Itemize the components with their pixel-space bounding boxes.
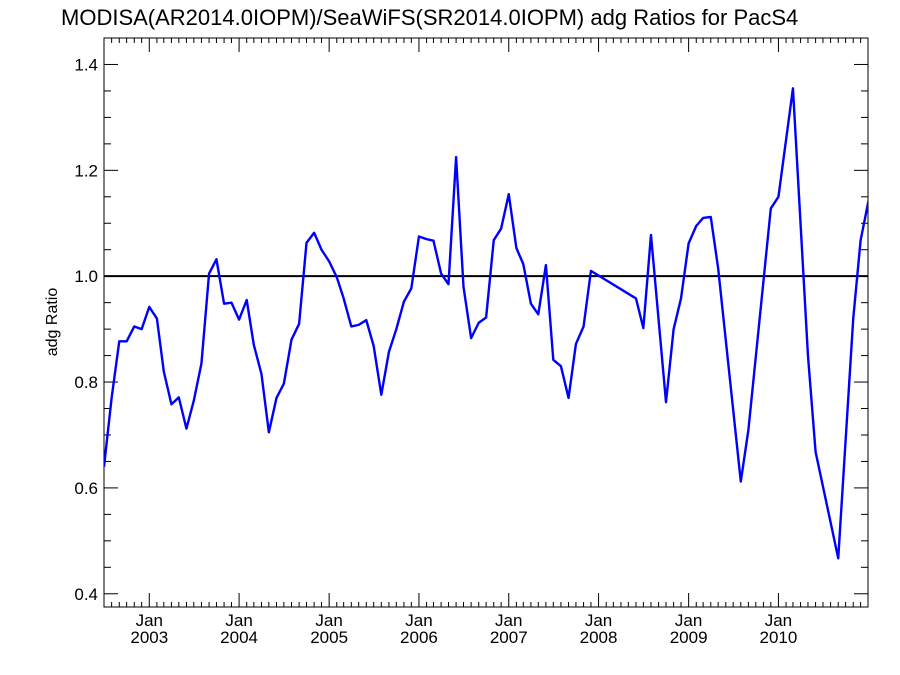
axis-ticks [103, 38, 868, 607]
x-tick-label-month: Jan [585, 611, 612, 630]
x-tick-label-month: Jan [225, 611, 252, 630]
series-line [104, 87, 868, 560]
x-tick-label-month: Jan [136, 611, 163, 630]
x-tick-label-year: 2006 [400, 628, 438, 647]
x-tick-label-year: 2010 [760, 628, 798, 647]
y-tick-label: 0.4 [74, 585, 98, 604]
x-tick-label-month: Jan [405, 611, 432, 630]
series-group [104, 87, 868, 560]
x-tick-label-month: Jan [315, 611, 342, 630]
x-tick-label-month: Jan [495, 611, 522, 630]
y-tick-label: 1.4 [74, 55, 98, 74]
plot-frame [103, 37, 869, 608]
y-tick-label: 1.2 [74, 161, 98, 180]
y-tick-label: 1.0 [74, 267, 98, 286]
x-tick-label-month: Jan [765, 611, 792, 630]
plot-area [103, 37, 869, 608]
x-tick-label-year: 2009 [670, 628, 708, 647]
y-tick-label: 0.8 [74, 373, 98, 392]
x-tick-label-year: 2005 [310, 628, 348, 647]
x-tick-label-year: 2003 [130, 628, 168, 647]
x-tick-label-year: 2008 [580, 628, 618, 647]
chart-title: MODISA(AR2014.0IOPM)/SeaWiFS(SR2014.0IOP… [61, 5, 798, 30]
x-tick-label-year: 2007 [490, 628, 528, 647]
tick-labels: 0.40.60.81.01.21.4Jan2003Jan2004Jan2005J… [74, 55, 797, 647]
x-tick-label-year: 2004 [220, 628, 258, 647]
y-axis-label: adg Ratio [44, 288, 61, 357]
x-tick-label-month: Jan [675, 611, 702, 630]
y-tick-label: 0.6 [74, 479, 98, 498]
